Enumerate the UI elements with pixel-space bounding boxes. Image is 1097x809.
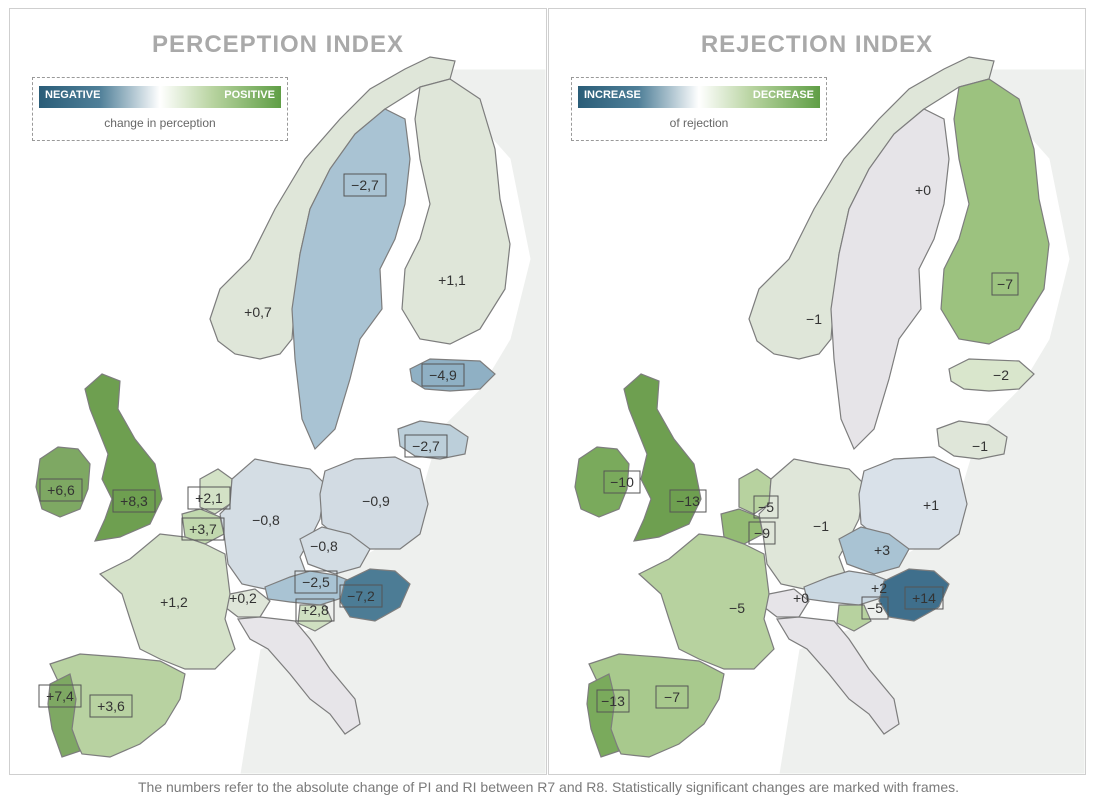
value-czech: −0,8 (310, 538, 338, 554)
country-sweden[interactable] (830, 108, 950, 451)
value-portugal: −13 (601, 693, 625, 709)
country-norway[interactable] (209, 56, 456, 360)
value-austria: −2,5 (302, 574, 330, 590)
legend: NEGATIVE POSITIVE change in perception (32, 77, 288, 141)
country-france[interactable] (637, 533, 775, 670)
panel-title: REJECTION INDEX (700, 31, 934, 58)
value-poland: +1 (923, 497, 939, 513)
perception-index-map-panel: −2,7 +0,7 +1,1 −4,9 −2,7 +6,6 +8,3 +2,1 … (9, 8, 547, 775)
country-portugal[interactable] (586, 673, 620, 758)
value-sweden: −2,7 (351, 177, 379, 193)
country-czech[interactable] (299, 526, 371, 575)
legend-left-label: INCREASE (584, 89, 641, 101)
country-poland[interactable] (858, 456, 968, 550)
panel-title: PERCEPTION INDEX (151, 31, 405, 58)
country-portugal[interactable] (47, 673, 81, 758)
country-sweden[interactable] (291, 108, 411, 451)
country-italy (775, 616, 900, 735)
value-hungary: +14 (912, 590, 936, 606)
legend: INCREASE DECREASE of rejection (571, 77, 827, 141)
value-labels: −2,7 +0,7 +1,1 −4,9 −2,7 +6,6 +8,3 +2,1 … (38, 173, 466, 718)
value-ireland: +6,6 (47, 482, 75, 498)
color-scale-bar: NEGATIVE POSITIVE (39, 86, 281, 108)
country-hungary[interactable] (339, 568, 411, 622)
legend-right-label: POSITIVE (224, 89, 275, 101)
country-finland[interactable] (940, 78, 1050, 345)
country-uk[interactable] (84, 373, 163, 542)
value-estonia: −2 (993, 367, 1009, 383)
rejection-index-map-panel: +0 −1 −7 −2 −1 −10 −13 −5 −9 −1 +1 +3 +2… (548, 8, 1086, 775)
country-hungary[interactable] (878, 568, 950, 622)
value-ireland: −10 (610, 474, 634, 490)
value-netherlands: +2,1 (195, 490, 223, 506)
value-slovenia: +2,8 (301, 602, 329, 618)
value-portugal: +7,4 (46, 688, 74, 704)
legend-left-label: NEGATIVE (45, 89, 101, 101)
value-norway: −1 (806, 311, 822, 327)
value-labels: +0 −1 −7 −2 −1 −10 −13 −5 −9 −1 +1 +3 +2… (596, 182, 1019, 713)
country-lithuania[interactable] (936, 420, 1008, 460)
value-finland: −7 (997, 276, 1013, 292)
country-czech[interactable] (838, 526, 910, 575)
value-lithuania: −1 (972, 438, 988, 454)
value-belgium: −9 (754, 525, 770, 541)
country-norway[interactable] (748, 56, 995, 360)
legend-right-label: DECREASE (752, 89, 814, 101)
value-germany: −1 (813, 518, 829, 534)
value-estonia: −4,9 (429, 367, 457, 383)
value-uk: −13 (676, 493, 700, 509)
color-scale-bar: INCREASE DECREASE (578, 86, 820, 108)
value-norway: +0,7 (244, 304, 272, 320)
value-lithuania: −2,7 (412, 438, 440, 454)
country-ireland[interactable] (574, 446, 630, 518)
value-switzerland: +0 (793, 590, 809, 606)
country-poland[interactable] (319, 456, 429, 550)
value-hungary: −7,2 (347, 588, 375, 604)
value-france: +1,2 (160, 594, 188, 610)
legend-subtitle: of rejection (669, 116, 729, 130)
country-finland[interactable] (401, 78, 511, 345)
country-italy (236, 616, 361, 735)
value-uk: +8,3 (120, 493, 148, 509)
country-estonia[interactable] (948, 358, 1035, 392)
value-spain: −7 (664, 689, 680, 705)
value-slovenia: −5 (867, 600, 883, 616)
country-ireland[interactable] (35, 446, 91, 518)
country-uk[interactable] (623, 373, 702, 542)
value-switzerland: +0,2 (229, 590, 257, 606)
value-sweden: +0 (915, 182, 931, 198)
value-austria: +2 (871, 580, 887, 596)
value-belgium: +3,7 (189, 521, 217, 537)
value-france: −5 (729, 600, 745, 616)
value-spain: +3,6 (97, 698, 125, 714)
value-czech: +3 (874, 542, 890, 558)
value-finland: +1,1 (438, 272, 466, 288)
value-germany: −0,8 (252, 512, 280, 528)
legend-subtitle: change in perception (104, 116, 216, 130)
value-netherlands: −5 (758, 499, 774, 515)
country-slovenia[interactable] (297, 604, 333, 632)
value-poland: −0,9 (362, 493, 390, 509)
country-estonia[interactable] (409, 358, 496, 392)
country-france[interactable] (98, 533, 236, 670)
footnote: The numbers refer to the absolute change… (138, 779, 959, 795)
